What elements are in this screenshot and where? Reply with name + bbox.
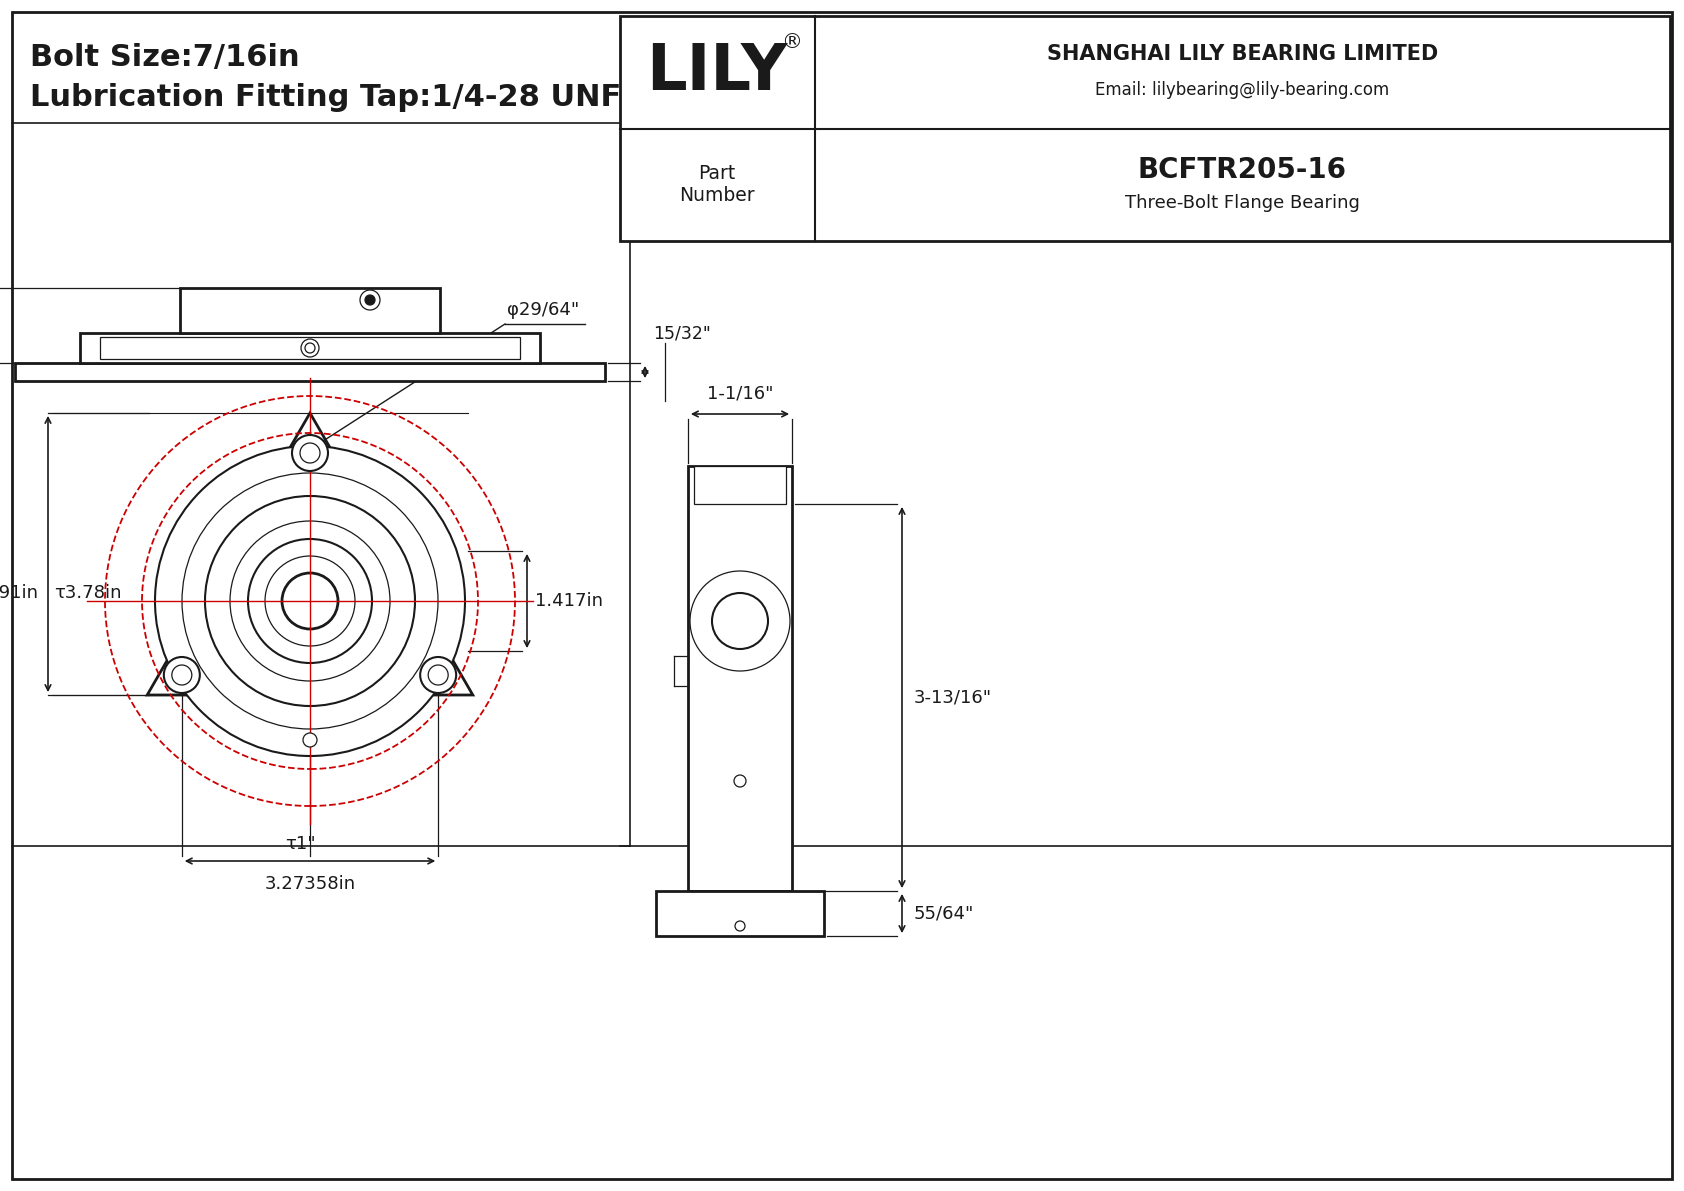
- Polygon shape: [147, 413, 473, 696]
- Circle shape: [712, 593, 768, 649]
- Circle shape: [163, 657, 200, 693]
- Circle shape: [231, 520, 391, 681]
- Text: 1-1/16": 1-1/16": [707, 384, 773, 403]
- Circle shape: [734, 775, 746, 787]
- Text: LILY: LILY: [647, 42, 788, 104]
- Text: φ29/64": φ29/64": [507, 301, 579, 319]
- Text: 1.417in: 1.417in: [536, 592, 603, 610]
- Text: Email: lilybearing@lily-bearing.com: Email: lilybearing@lily-bearing.com: [1095, 81, 1389, 99]
- Bar: [99, 337, 520, 358]
- Circle shape: [300, 443, 320, 463]
- Text: BCFTR205-16: BCFTR205-16: [1138, 156, 1347, 183]
- Bar: [180, 288, 440, 333]
- Circle shape: [428, 665, 448, 685]
- Text: 55/64": 55/64": [914, 904, 975, 923]
- Circle shape: [172, 665, 192, 685]
- Circle shape: [291, 435, 328, 470]
- Text: Part
Number: Part Number: [679, 164, 754, 205]
- Text: 15/32": 15/32": [653, 324, 711, 342]
- Text: 3-13/16": 3-13/16": [914, 688, 992, 706]
- Circle shape: [734, 921, 744, 931]
- Text: 3.27358in: 3.27358in: [264, 875, 355, 893]
- Text: Three-Bolt Flange Bearing: Three-Bolt Flange Bearing: [1125, 194, 1361, 212]
- Text: SHANGHAI LILY BEARING LIMITED: SHANGHAI LILY BEARING LIMITED: [1047, 44, 1438, 64]
- Circle shape: [690, 570, 790, 671]
- Circle shape: [281, 573, 338, 629]
- Circle shape: [303, 732, 317, 747]
- Text: τ3.78in: τ3.78in: [54, 584, 121, 601]
- Bar: [689, 466, 791, 891]
- Bar: [657, 891, 823, 936]
- Bar: [15, 363, 605, 381]
- Bar: [620, 15, 1671, 241]
- Circle shape: [365, 295, 376, 305]
- Circle shape: [155, 445, 465, 756]
- Circle shape: [182, 473, 438, 729]
- Bar: [694, 466, 786, 504]
- Circle shape: [205, 495, 414, 706]
- Bar: [81, 333, 541, 363]
- Circle shape: [248, 540, 372, 663]
- Circle shape: [305, 343, 315, 353]
- Circle shape: [360, 289, 381, 310]
- Text: φ4.791in: φ4.791in: [0, 584, 39, 601]
- Text: Lubrication Fitting Tap:1/4-28 UNF: Lubrication Fitting Tap:1/4-28 UNF: [30, 83, 621, 112]
- Text: τ1": τ1": [285, 835, 315, 853]
- Text: Bolt Size:7/16in: Bolt Size:7/16in: [30, 43, 300, 71]
- Text: ®: ®: [781, 32, 803, 52]
- Circle shape: [301, 339, 318, 357]
- Circle shape: [264, 556, 355, 646]
- Circle shape: [421, 657, 456, 693]
